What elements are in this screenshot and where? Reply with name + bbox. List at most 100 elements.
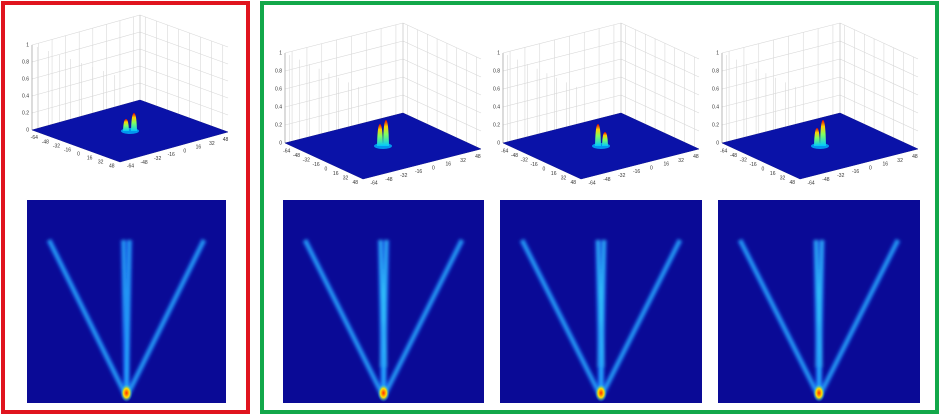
z-grid-line — [620, 22, 700, 60]
y-tick-label: -64 — [370, 181, 377, 187]
z-grid-line — [402, 22, 482, 60]
beams — [46, 238, 207, 399]
y-tick-label: -48 — [140, 160, 147, 166]
peak — [131, 113, 137, 131]
hot-spot — [377, 384, 390, 402]
y-tick-label: -32 — [837, 173, 844, 179]
y-tick-label: -32 — [400, 173, 407, 179]
z-tick-label: 0.6 — [493, 86, 500, 92]
beam — [125, 239, 131, 398]
y-tick-label: -16 — [415, 169, 422, 175]
z-grid-line — [139, 14, 229, 48]
z-grid-line — [402, 58, 482, 96]
heatmap — [500, 200, 702, 403]
z-tick-label: 0.4 — [22, 93, 29, 99]
z-grid-line — [620, 40, 700, 78]
beam — [382, 239, 463, 398]
heatmap — [718, 200, 920, 403]
hot-spot — [813, 384, 825, 402]
x-tick-label: 16 — [87, 155, 93, 161]
z-grid-line — [284, 94, 404, 126]
z-tick-label: 0.8 — [22, 59, 29, 65]
z-tick-label: 0.4 — [712, 104, 719, 110]
z-tick-label: 0.2 — [275, 122, 282, 128]
x-tick-label: 16 — [770, 171, 776, 177]
z-tick-label: 0 — [279, 140, 282, 146]
z-grid-line — [31, 14, 141, 46]
z-tick-label: 0.2 — [22, 110, 29, 116]
x-tick-label: -48 — [511, 153, 518, 159]
y-tick-label: 0 — [650, 165, 653, 171]
x-tick-label: 48 — [353, 180, 359, 186]
z-grid-line — [721, 94, 841, 126]
x-tick-label: 32 — [561, 176, 567, 182]
y-tick-label: -16 — [852, 169, 859, 175]
z-grid-line — [502, 22, 622, 54]
x-tick-label: -64 — [283, 148, 290, 154]
z-tick-label: 0.6 — [22, 76, 29, 82]
x-tick-label: -16 — [530, 162, 537, 168]
beam — [818, 239, 899, 398]
x-tick-label: 0 — [543, 167, 546, 173]
z-grid-line — [839, 94, 919, 132]
x-tick-label: -48 — [293, 153, 300, 159]
peak — [814, 128, 820, 146]
peak — [602, 132, 608, 146]
z-grid-line — [139, 65, 229, 99]
z-tick-label: 0.2 — [712, 122, 719, 128]
x-tick-label: -64 — [720, 148, 727, 154]
y-tick-label: 16 — [445, 162, 451, 168]
x-tick-label: 16 — [333, 171, 339, 177]
x-tick-label: 32 — [98, 159, 104, 165]
z-grid-line — [839, 58, 919, 96]
beam — [600, 239, 681, 398]
z-tick-label: 0.8 — [275, 68, 282, 74]
z-tick-label: 0.8 — [493, 68, 500, 74]
beams — [302, 238, 465, 399]
z-grid-line — [620, 58, 700, 96]
y-tick-label: -16 — [168, 152, 175, 158]
y-tick-label: -16 — [633, 169, 640, 175]
x-tick-label: 16 — [551, 171, 557, 177]
reference-frame — [1, 1, 250, 414]
y-tick-label: -32 — [154, 156, 161, 162]
z-grid-line — [284, 76, 404, 108]
z-tick-label: 1 — [497, 50, 500, 56]
z-tick-label: 0.6 — [712, 86, 719, 92]
z-grid-line — [402, 94, 482, 132]
x-tick-label: -32 — [521, 158, 528, 164]
y-tick-label: 16 — [882, 162, 888, 168]
beam — [304, 239, 385, 398]
z-grid-line — [839, 22, 919, 60]
z-grid-line — [402, 76, 482, 114]
y-tick-label: 0 — [869, 165, 872, 171]
heatmap — [283, 200, 484, 403]
x-tick-label: 48 — [109, 163, 115, 169]
x-tick-label: 48 — [571, 180, 577, 186]
z-grid-line — [284, 40, 404, 72]
results-frame — [260, 1, 939, 414]
y-tick-label: 48 — [475, 154, 481, 160]
x-tick-label: 0 — [77, 151, 80, 157]
x-tick-label: -16 — [312, 162, 319, 168]
x-tick-label: 0 — [325, 167, 328, 173]
z-grid-line — [139, 82, 229, 116]
z-tick-label: 0 — [716, 140, 719, 146]
z-grid-line — [502, 94, 622, 126]
y-tick-label: 32 — [897, 158, 903, 164]
z-grid-line — [284, 22, 404, 54]
y-tick-label: -48 — [822, 177, 829, 183]
y-tick-label: 32 — [460, 158, 466, 164]
beam — [815, 239, 823, 368]
x-tick-label: -32 — [303, 158, 310, 164]
beam — [379, 239, 388, 368]
x-tick-label: -64 — [501, 148, 508, 154]
z-grid-line — [839, 76, 919, 114]
z-grid-line — [31, 82, 141, 114]
y-tick-label: 0 — [432, 165, 435, 171]
z-tick-label: 0 — [26, 127, 29, 133]
